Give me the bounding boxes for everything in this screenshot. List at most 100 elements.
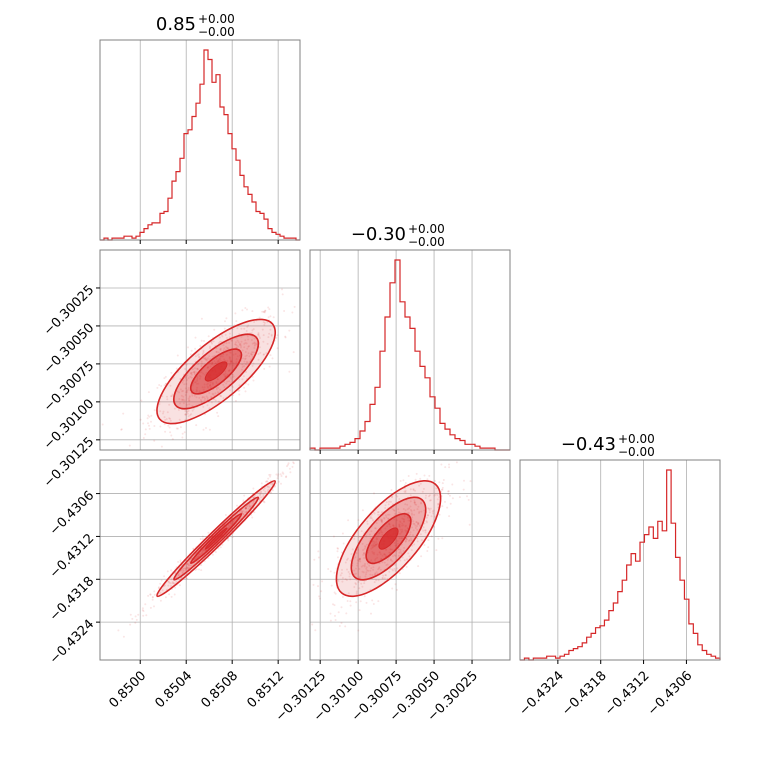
sample-point bbox=[219, 347, 222, 350]
sample-point bbox=[196, 389, 198, 392]
sample-point bbox=[423, 544, 426, 546]
sample-point bbox=[234, 343, 237, 346]
sample-point bbox=[364, 545, 367, 548]
sample-point bbox=[384, 527, 387, 530]
sample-point bbox=[217, 359, 220, 362]
sample-point bbox=[228, 351, 231, 354]
sample-point bbox=[410, 510, 413, 512]
sample-point bbox=[217, 386, 220, 389]
sample-point bbox=[357, 560, 360, 563]
sample-point bbox=[215, 351, 218, 353]
sample-point bbox=[268, 332, 271, 335]
sample-point bbox=[206, 396, 209, 399]
sample-point bbox=[205, 358, 207, 361]
y-tick-label: −0.4318 bbox=[47, 574, 97, 624]
sample-point bbox=[341, 577, 344, 579]
sample-point bbox=[399, 520, 401, 523]
sample-point bbox=[147, 594, 150, 597]
sample-point bbox=[380, 557, 383, 560]
sample-point bbox=[196, 367, 198, 370]
sample-point bbox=[224, 333, 227, 336]
sample-point bbox=[245, 371, 248, 373]
sample-point bbox=[245, 342, 248, 345]
sample-point bbox=[258, 316, 261, 319]
sample-point bbox=[262, 321, 265, 324]
sample-point bbox=[404, 482, 407, 484]
sample-point bbox=[224, 320, 226, 323]
sample-point bbox=[186, 379, 189, 381]
sample-point bbox=[194, 569, 197, 571]
sample-point bbox=[374, 557, 377, 560]
sample-point bbox=[405, 529, 408, 532]
sample-point bbox=[198, 355, 201, 358]
sample-point bbox=[346, 600, 349, 602]
sample-point bbox=[237, 345, 240, 348]
sample-point bbox=[150, 420, 152, 423]
sample-point bbox=[212, 393, 215, 396]
sample-point bbox=[257, 332, 260, 335]
sample-point bbox=[392, 555, 394, 558]
sample-point bbox=[222, 373, 225, 376]
sample-point bbox=[413, 502, 416, 504]
sample-point bbox=[202, 428, 205, 431]
sample-point bbox=[208, 385, 211, 387]
sample-point bbox=[206, 358, 209, 361]
sample-point bbox=[279, 473, 282, 476]
sample-point bbox=[414, 524, 417, 527]
sample-point bbox=[373, 540, 375, 543]
sample-point bbox=[383, 561, 386, 564]
sample-point bbox=[230, 360, 233, 363]
sample-point bbox=[380, 529, 382, 532]
sample-point bbox=[268, 473, 271, 476]
sample-point bbox=[262, 489, 265, 491]
sample-point bbox=[283, 310, 286, 312]
sample-point bbox=[382, 574, 385, 577]
sample-point bbox=[176, 427, 179, 430]
sample-point bbox=[241, 366, 244, 368]
sample-point bbox=[411, 513, 413, 516]
sample-point bbox=[357, 548, 360, 551]
sample-point bbox=[244, 507, 247, 510]
sample-point bbox=[214, 392, 217, 395]
sample-point bbox=[216, 378, 219, 381]
sample-point bbox=[448, 515, 451, 518]
sample-point bbox=[231, 536, 234, 539]
sample-point bbox=[207, 386, 210, 389]
sample-point bbox=[162, 410, 165, 413]
sample-point bbox=[182, 569, 185, 572]
sample-point bbox=[120, 428, 123, 431]
sample-point bbox=[288, 329, 291, 332]
sample-point bbox=[196, 354, 199, 357]
sample-point bbox=[359, 560, 362, 563]
sample-point bbox=[273, 485, 276, 488]
sample-point bbox=[229, 361, 232, 364]
sample-point bbox=[406, 558, 408, 561]
sample-point bbox=[338, 625, 341, 627]
sample-point bbox=[403, 559, 406, 562]
sample-point bbox=[227, 369, 230, 372]
sample-point bbox=[188, 399, 191, 402]
sample-point bbox=[427, 514, 430, 517]
sample-point bbox=[398, 523, 401, 526]
sample-point bbox=[365, 601, 368, 604]
sample-point bbox=[181, 571, 184, 574]
sample-point bbox=[232, 520, 235, 523]
sample-point bbox=[226, 527, 229, 530]
sample-point bbox=[424, 529, 426, 532]
sample-point bbox=[180, 398, 183, 401]
sample-point bbox=[402, 524, 405, 527]
sample-point bbox=[437, 503, 440, 506]
sample-point bbox=[379, 553, 382, 556]
sample-point bbox=[240, 340, 243, 343]
sample-point bbox=[317, 585, 319, 588]
sample-point bbox=[363, 564, 366, 567]
sample-point bbox=[140, 399, 143, 402]
sample-point bbox=[363, 552, 366, 555]
sample-point bbox=[394, 563, 397, 566]
sample-point bbox=[292, 351, 295, 354]
sample-point bbox=[198, 553, 201, 556]
sample-point bbox=[432, 512, 435, 515]
sample-point bbox=[397, 508, 400, 511]
x-tick-label: −0.4312 bbox=[602, 668, 652, 718]
sample-point bbox=[210, 395, 213, 398]
